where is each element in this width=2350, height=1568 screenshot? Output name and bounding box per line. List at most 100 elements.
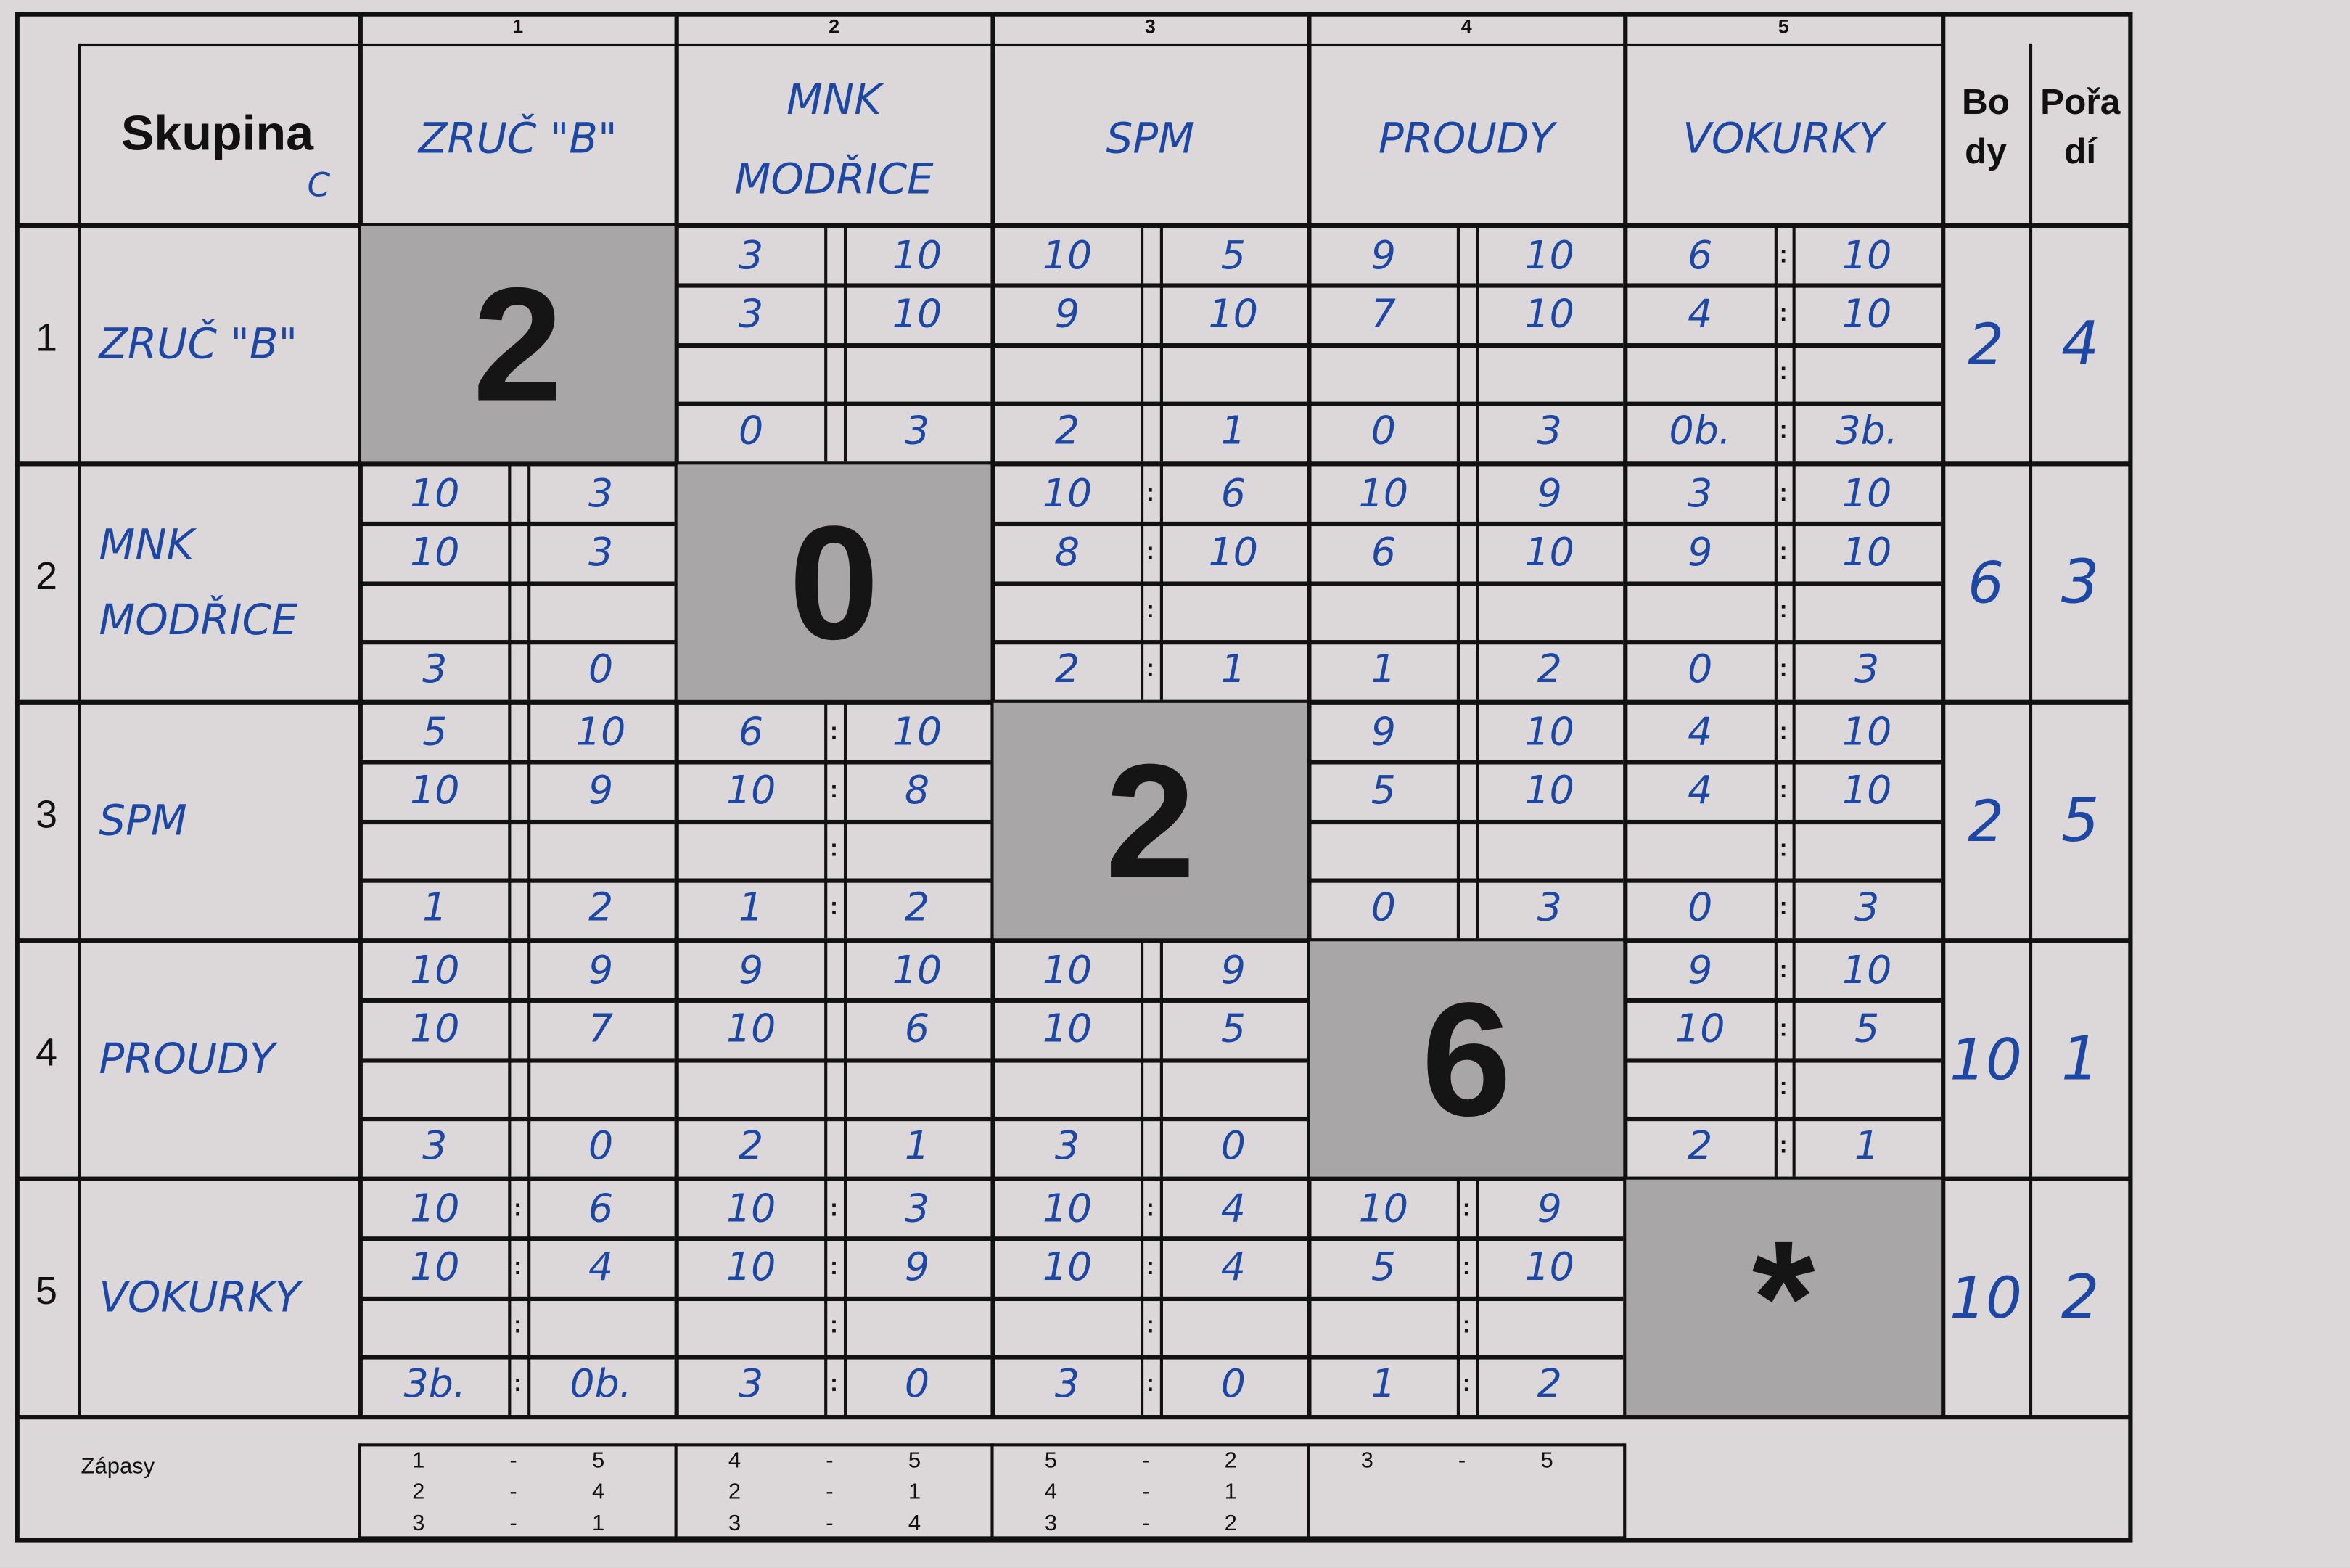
grid-line <box>1476 464 1479 700</box>
set-score-left <box>361 1059 509 1117</box>
set-score-right: 10 <box>1841 948 1892 993</box>
set-score-right: 5 <box>1220 1006 1246 1052</box>
colon-separator: : <box>1146 1254 1154 1280</box>
set-score-left <box>994 1059 1141 1117</box>
set-score-right: 10 <box>892 292 942 337</box>
points-header: Bo <box>1962 82 2010 123</box>
column-number: 3 <box>1144 15 1156 38</box>
match-pair-home: 1 <box>412 1448 425 1474</box>
grid-line <box>1141 941 1144 1177</box>
colon-separator: : <box>830 1195 839 1221</box>
match-pair-dash: - <box>509 1511 517 1537</box>
grid-line <box>993 1295 1307 1300</box>
grid-line <box>361 877 675 883</box>
set-score-left <box>678 1059 825 1117</box>
zapasy-label: Zápasy <box>81 1453 155 1479</box>
group-letter: C <box>307 168 331 206</box>
grid-line <box>361 1354 675 1360</box>
colon-separator: : <box>514 1313 522 1339</box>
set-score-right: 3b. <box>1836 409 1898 455</box>
grid-line <box>993 283 1307 289</box>
grid-line <box>1623 1443 1627 1538</box>
match-pair-away: 5 <box>1540 1448 1553 1474</box>
set-score-left: 3 <box>739 1363 764 1408</box>
set-score-right <box>844 1297 991 1356</box>
set-score-right: 9 <box>588 768 614 814</box>
set-score-right <box>1476 821 1623 879</box>
grid-line <box>677 760 991 765</box>
set-score-left: 9 <box>1688 948 1713 993</box>
set-score-right: 10 <box>1841 471 1892 517</box>
column-team-name: SPM <box>1106 113 1195 163</box>
match-pair-dash: - <box>1142 1448 1150 1474</box>
set-score-right: 0 <box>1220 1363 1246 1408</box>
grid-line <box>1793 226 1796 462</box>
set-score-right: 2 <box>904 886 930 932</box>
colon-separator: : <box>830 1313 839 1339</box>
set-score-right <box>1793 821 1941 879</box>
set-score-left: 3 <box>739 233 764 279</box>
grid-line <box>1310 283 1624 289</box>
grid-line <box>15 461 2132 467</box>
match-pair-away: 4 <box>908 1511 921 1537</box>
grid-line <box>361 1236 675 1241</box>
match-pair-home: 2 <box>412 1479 425 1505</box>
grid-line <box>1310 818 1624 824</box>
set-score-right <box>1159 1297 1307 1356</box>
match-pair-home: 3 <box>728 1511 741 1537</box>
colon-separator: : <box>1779 360 1788 386</box>
set-score-left <box>1310 583 1457 641</box>
grid-line <box>527 941 530 1177</box>
colon-separator: : <box>1146 480 1154 506</box>
colon-separator: : <box>1462 1313 1471 1339</box>
diagonal-cell: 0 <box>677 464 991 700</box>
column-team-name: ZRUČ "B" <box>418 113 617 163</box>
set-score-right: 3 <box>1854 648 1880 694</box>
set-score-right <box>1159 583 1307 641</box>
grid-line <box>361 760 675 765</box>
grid-line <box>843 941 847 1177</box>
colon-separator: : <box>1779 598 1788 624</box>
set-score-left: 1 <box>739 886 764 932</box>
rank-value: 3 <box>2061 549 2100 618</box>
set-score-left: 9 <box>1688 530 1713 575</box>
grid-line <box>15 223 2132 228</box>
colon-separator: : <box>1779 777 1788 803</box>
grid-line <box>1793 702 1796 939</box>
set-score-left: 3 <box>1688 471 1713 517</box>
grid-line <box>361 998 675 1003</box>
set-score-left: 10 <box>726 768 776 814</box>
set-score-right: 2 <box>1537 1363 1562 1408</box>
set-score-left: 10 <box>726 1006 776 1052</box>
set-score-left: 4 <box>1688 292 1713 337</box>
grid-line <box>993 580 1307 586</box>
set-score-right: 1 <box>904 1125 930 1170</box>
set-score-left: 10 <box>726 1245 776 1291</box>
colon-separator: : <box>514 1371 522 1398</box>
match-pair-home: 4 <box>1044 1479 1058 1505</box>
colon-separator: : <box>1146 598 1154 624</box>
grid-line <box>843 702 847 939</box>
set-score-right: 10 <box>1841 530 1892 575</box>
set-score-left: 0 <box>1371 886 1396 932</box>
colon-separator: : <box>1462 1195 1471 1221</box>
set-score-right: 10 <box>1208 292 1258 337</box>
grid-line <box>2128 12 2133 1541</box>
set-score-left <box>994 344 1141 403</box>
grid-line <box>843 226 847 462</box>
set-score-left: 10 <box>1358 1186 1409 1232</box>
colon-separator: : <box>1146 1313 1154 1339</box>
match-pair-home: 5 <box>1044 1448 1058 1474</box>
match-pair-home: 3 <box>1360 1448 1373 1474</box>
grid-line <box>78 43 360 47</box>
colon-separator: : <box>830 1371 839 1398</box>
column-team-name: VOKURKY <box>1683 113 1885 163</box>
colon-separator: : <box>1779 1016 1788 1042</box>
rank-value: 1 <box>2061 1025 2100 1094</box>
set-score-left: 3 <box>1054 1363 1080 1408</box>
set-score-left: 1 <box>1371 648 1396 694</box>
column-number: 5 <box>1778 15 1789 38</box>
set-score-left: 10 <box>1042 471 1093 517</box>
grid-line <box>993 1236 1307 1241</box>
set-score-left <box>994 1297 1141 1356</box>
